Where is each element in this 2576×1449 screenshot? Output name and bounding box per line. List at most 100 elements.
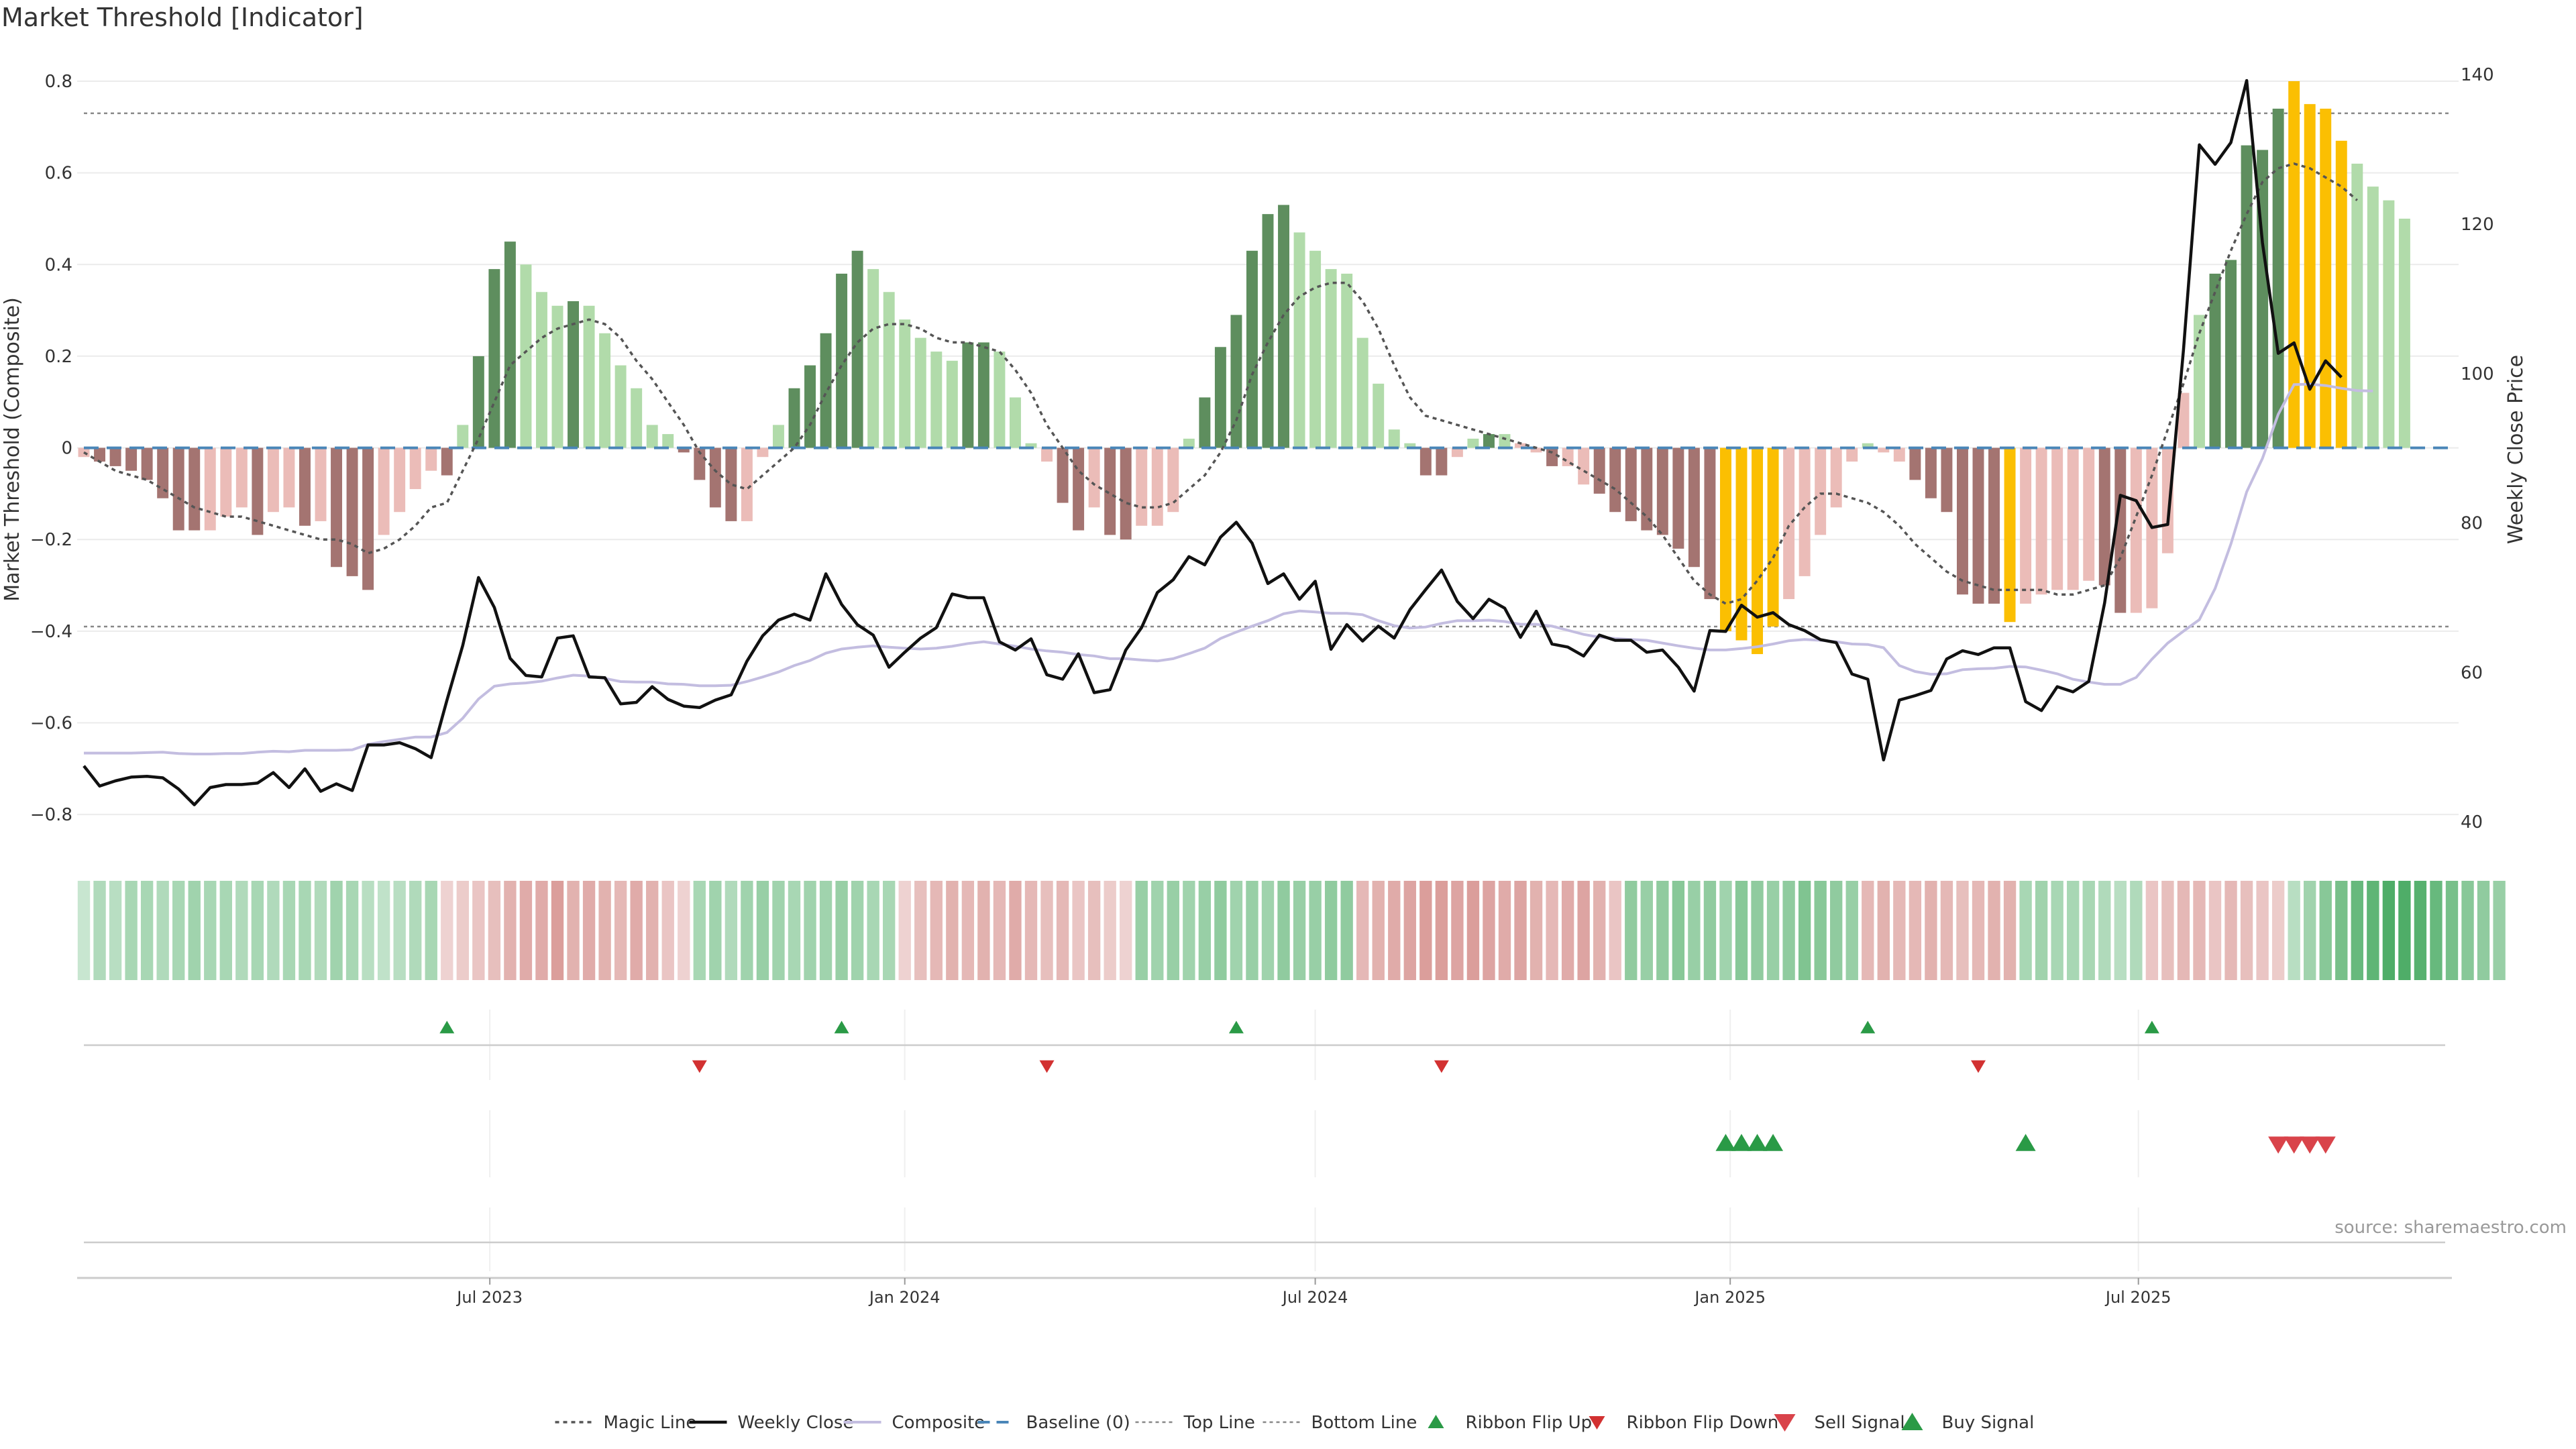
ribbon-cell bbox=[2382, 881, 2396, 980]
ribbon-flip-down-marker bbox=[1434, 1060, 1449, 1073]
ribbon-cell bbox=[914, 881, 927, 980]
histogram-bar bbox=[1783, 447, 1795, 600]
histogram-bar bbox=[1451, 447, 1463, 458]
histogram-bar bbox=[2004, 447, 2016, 623]
legend-item-close[interactable]: Weekly Close bbox=[689, 1413, 854, 1433]
histogram-bar bbox=[1404, 443, 1416, 448]
signal-markers bbox=[84, 1020, 2445, 1244]
legend-item-buy[interactable]: Buy Signal bbox=[1901, 1413, 2035, 1433]
ribbon-cell bbox=[2240, 881, 2253, 980]
ribbon-cell bbox=[1451, 881, 1464, 980]
legend-swatch bbox=[1774, 1414, 1796, 1432]
ribbon-cell bbox=[1703, 881, 1717, 980]
ribbon-cell bbox=[2051, 881, 2063, 980]
ribbon-cell bbox=[804, 881, 816, 980]
ribbon-cell bbox=[235, 881, 248, 980]
histogram-bar bbox=[551, 305, 564, 448]
histogram-bar bbox=[804, 365, 816, 448]
histogram-bar bbox=[851, 250, 863, 448]
histogram-bar bbox=[2351, 163, 2363, 448]
legend-item-bottom[interactable]: Bottom Line bbox=[1263, 1413, 1417, 1433]
legend-item-composite[interactable]: Composite bbox=[843, 1413, 985, 1433]
ribbon-cell bbox=[898, 881, 911, 980]
ribbon-cell bbox=[1277, 881, 1290, 980]
ribbon-flip-down-marker bbox=[1039, 1060, 1055, 1073]
ribbon-cell bbox=[1340, 881, 1353, 980]
histogram-bar bbox=[899, 319, 911, 448]
y-right-tick-label: 120 bbox=[2461, 215, 2494, 235]
ribbon-cell bbox=[1435, 881, 1448, 980]
histogram-bar bbox=[1246, 250, 1258, 448]
histogram-bar bbox=[1356, 337, 1368, 448]
histogram-bar bbox=[2209, 273, 2221, 448]
ribbon-cell bbox=[2082, 881, 2095, 980]
histogram-bar bbox=[709, 447, 721, 508]
histogram-bar bbox=[1672, 447, 1684, 549]
histogram-bar bbox=[1909, 447, 1921, 480]
ribbon-cell bbox=[709, 881, 722, 980]
ribbon-cell bbox=[2177, 881, 2190, 980]
histogram-bar bbox=[1799, 447, 1811, 576]
ribbon-cell bbox=[1609, 881, 1621, 980]
y-left-tick-label: 0.4 bbox=[45, 255, 72, 275]
histogram-bar bbox=[189, 447, 201, 531]
histogram-bar bbox=[867, 269, 879, 448]
ribbon-cell bbox=[1024, 881, 1038, 980]
ribbon-cell bbox=[1040, 881, 1053, 980]
ribbon-cell bbox=[409, 881, 422, 980]
ribbon-cell bbox=[1925, 881, 1937, 980]
ribbon-cell bbox=[1672, 881, 1685, 980]
histogram-bar bbox=[1530, 447, 1542, 453]
legend-item-flip-down[interactable]: Ribbon Flip Down bbox=[1589, 1413, 1779, 1433]
ribbon-cell bbox=[441, 881, 453, 980]
legend-item-top[interactable]: Top Line bbox=[1135, 1413, 1255, 1433]
histogram-bar bbox=[2035, 447, 2047, 595]
histogram-bar bbox=[1704, 447, 1716, 600]
histogram-bar bbox=[1293, 232, 1305, 448]
buy-signal-marker bbox=[1731, 1134, 1752, 1151]
legend-item-flip-up[interactable]: Ribbon Flip Up bbox=[1428, 1413, 1593, 1433]
histogram-bar bbox=[1057, 447, 1069, 503]
histogram-bar bbox=[772, 425, 784, 448]
histogram-bar bbox=[694, 447, 706, 480]
ribbon-cell bbox=[851, 881, 864, 980]
histogram-bar bbox=[1719, 447, 1731, 631]
x-tick-label: Jan 2025 bbox=[1693, 1288, 1766, 1307]
histogram-bar bbox=[646, 425, 658, 448]
ribbon-cell bbox=[251, 881, 264, 980]
histogram-bar bbox=[2398, 218, 2410, 448]
histogram-bar bbox=[331, 447, 343, 568]
histogram-bar bbox=[1656, 447, 1668, 535]
ribbon-cell bbox=[535, 881, 548, 980]
legend-item-magic[interactable]: Magic Line bbox=[555, 1413, 697, 1433]
legend[interactable]: Magic Line Weekly Close Composite Baseline … bbox=[555, 1413, 2035, 1433]
histogram-bar bbox=[535, 292, 547, 448]
buy-signal-marker bbox=[1715, 1134, 1736, 1151]
ribbon-cell bbox=[2430, 881, 2443, 980]
ribbon-cell bbox=[2304, 881, 2316, 980]
ribbon-cell bbox=[1293, 881, 1306, 980]
histogram-bar bbox=[1136, 447, 1148, 526]
histogram-bar bbox=[1893, 447, 1905, 462]
x-tick-label: Jul 2023 bbox=[455, 1288, 523, 1307]
ribbon-cell bbox=[1640, 881, 1653, 980]
ribbon-cell bbox=[867, 881, 879, 980]
legend-item-sell[interactable]: Sell Signal bbox=[1774, 1413, 1905, 1433]
histogram-bar bbox=[1073, 447, 1085, 531]
y-left-tick-label: −0.8 bbox=[30, 805, 72, 825]
histogram-bar bbox=[204, 447, 216, 531]
ribbon-cell bbox=[1909, 881, 1922, 980]
ribbon-cell bbox=[1877, 881, 1890, 980]
ribbon-cell bbox=[2271, 881, 2285, 980]
histogram-bar bbox=[1735, 447, 1748, 641]
legend-item-baseline[interactable]: Baseline (0) bbox=[977, 1413, 1130, 1433]
histogram-bars bbox=[78, 80, 2410, 655]
ribbon-cell bbox=[1466, 881, 1480, 980]
histogram-bar bbox=[1025, 443, 1037, 448]
ribbon-cell bbox=[2367, 881, 2379, 980]
histogram-bar bbox=[1483, 434, 1495, 448]
histogram-bar bbox=[488, 269, 500, 448]
ribbon-cell bbox=[598, 881, 611, 980]
histogram-bar bbox=[1625, 447, 1637, 521]
